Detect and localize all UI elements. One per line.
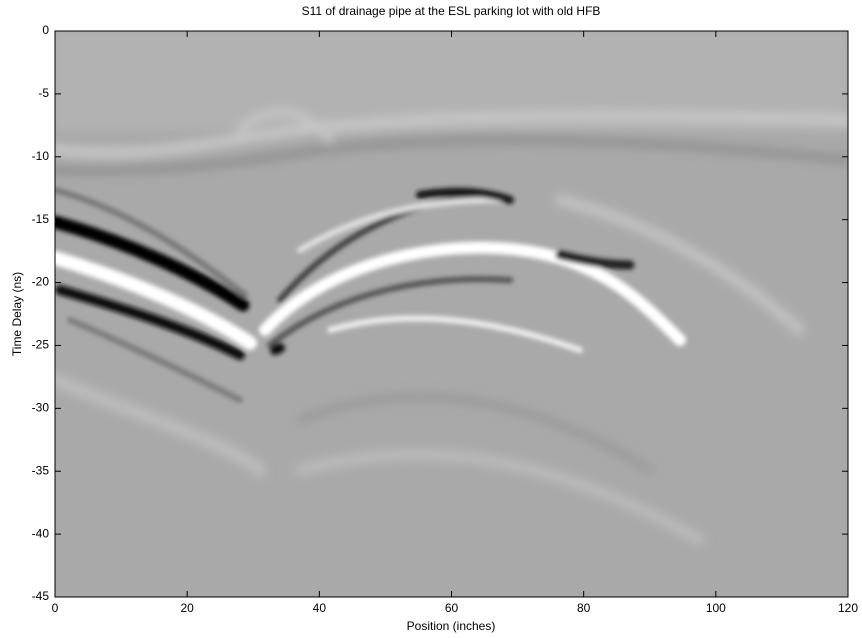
x-tick-label: 80: [577, 601, 591, 615]
y-tick-label: -35: [32, 463, 50, 477]
y-tick-label: -25: [32, 338, 50, 352]
y-tick-label: -15: [32, 212, 50, 226]
y-tick-label: -30: [32, 401, 50, 415]
x-tick-label: 20: [180, 601, 194, 615]
x-tick-label: 0: [52, 601, 59, 615]
radargram: [55, 31, 848, 597]
x-axis-label: Position (inches): [407, 619, 496, 633]
y-axis-label: Time Delay (ns): [10, 272, 24, 356]
chart-title: S11 of drainage pipe at the ESL parking …: [302, 4, 601, 18]
x-tick-label: 100: [706, 601, 726, 615]
y-tick-label: 0: [42, 23, 49, 37]
y-tick-label: -45: [32, 589, 50, 603]
x-tick-label: 60: [445, 601, 459, 615]
x-tick-label: 120: [838, 601, 858, 615]
y-tick-label: -10: [32, 149, 50, 163]
y-tick-label: -20: [32, 275, 50, 289]
x-tick-label: 40: [313, 601, 327, 615]
y-tick-label: -5: [38, 86, 49, 100]
y-tick-label: -40: [32, 526, 50, 540]
